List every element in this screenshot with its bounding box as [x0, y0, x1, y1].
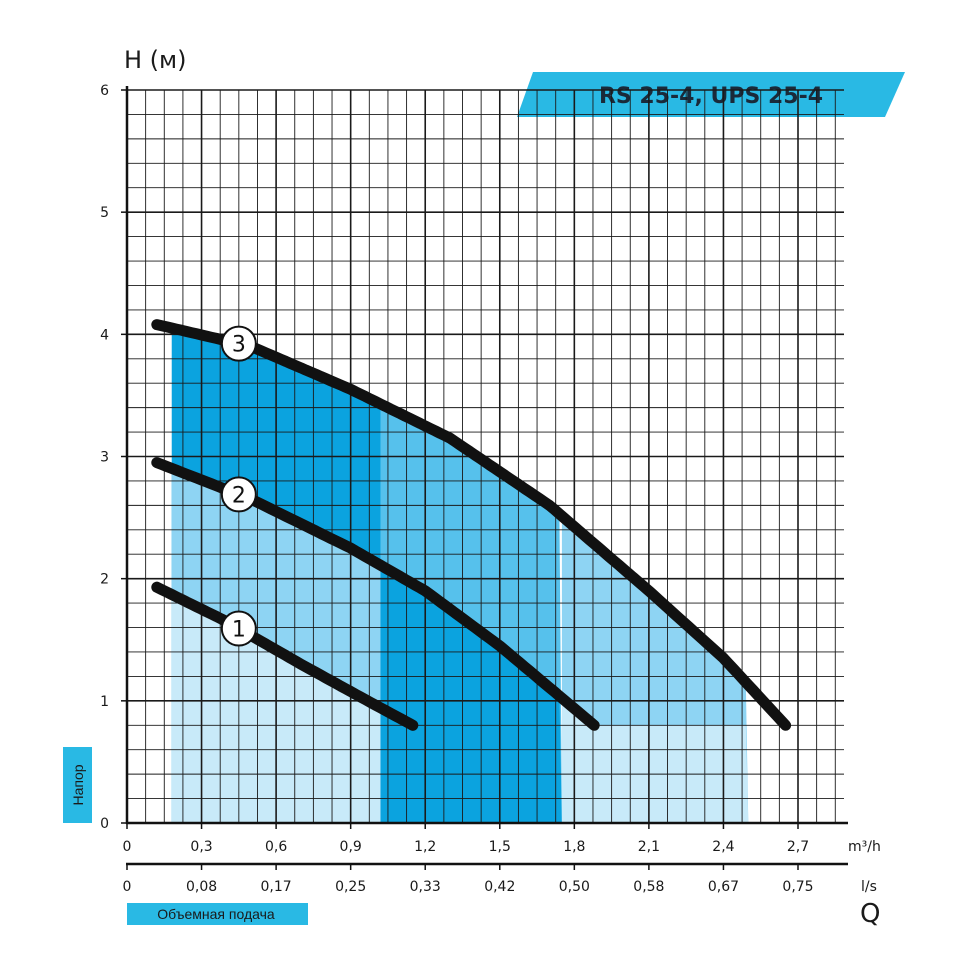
x2-tick-label: 0,58 — [633, 879, 664, 895]
x-tick-label: 0,9 — [340, 839, 362, 855]
x2-tick-labels: 0 0,08 0,17 0,25 0,33 0,42 0,50 0,58 0,67 0,75 — [123, 879, 814, 895]
y-side-badge: Напор — [63, 747, 92, 823]
curve-label-circle-2 — [220, 476, 257, 513]
x-tick-label: 2,4 — [712, 839, 734, 855]
y-side-label: Напор — [70, 764, 86, 805]
x2-tick-label: 0,17 — [261, 879, 292, 895]
y-tick-label: 1 — [100, 694, 109, 710]
curve-label-circle-1 — [220, 610, 257, 647]
x2-axis-unit: l/s — [861, 879, 877, 895]
y-tick-label: 3 — [100, 450, 109, 466]
fill-region-c2 — [561, 698, 749, 823]
y-axis-title: H (м) — [124, 46, 187, 74]
x-tick-label: 1,8 — [563, 839, 585, 855]
x-tick-label: 1,2 — [414, 839, 436, 855]
x-axis-title: Объемная подача — [157, 906, 275, 922]
x-tick-label: 1,5 — [489, 839, 511, 855]
x-tick-label: 2,1 — [638, 839, 660, 855]
x2-tick-label: 0,75 — [782, 879, 813, 895]
x-tick-label: 0 — [123, 839, 132, 855]
y-tick-label: 5 — [100, 205, 109, 221]
curve-fills — [171, 328, 749, 823]
q-axis-label: Q — [860, 899, 880, 929]
curve-3 — [151, 319, 792, 731]
curve-label-2: 2 — [232, 483, 246, 508]
x-tick-label: 0,3 — [190, 839, 212, 855]
y-tick-label: 2 — [100, 572, 109, 588]
title-banner: RS 25-4, UPS 25-4 — [517, 72, 905, 117]
y-tick-label: 0 — [100, 816, 109, 832]
x2-tick-label: 0,33 — [410, 879, 441, 895]
x2-tick-label: 0,67 — [708, 879, 739, 895]
curve-1 — [151, 581, 419, 731]
x2-tick-label: 0,25 — [335, 879, 366, 895]
x-tick-label: 2,7 — [787, 839, 809, 855]
y-tick-label: 4 — [100, 327, 109, 343]
x2-tick-label: 0,08 — [186, 879, 217, 895]
x2-tick-label: 0,50 — [559, 879, 590, 895]
curve-label-circle-3 — [220, 325, 257, 362]
x2-tick-label: 0 — [123, 879, 132, 895]
curve-label-1: 1 — [232, 618, 246, 643]
title-banner-shape — [517, 72, 905, 117]
y-tick-label: 6 — [100, 83, 109, 99]
curve-label-3: 3 — [232, 333, 246, 358]
x-title-badge: Объемная подача — [127, 903, 308, 925]
x2-tick-label: 0,42 — [484, 879, 515, 895]
x-tick-labels: 0 0,3 0,6 0,9 1,2 1,5 1,8 2,1 2,4 2,7 — [123, 839, 810, 855]
y-tick-labels: 0 1 2 3 4 5 6 — [100, 83, 109, 832]
x-tick-label: 0,6 — [265, 839, 287, 855]
axes — [121, 86, 848, 870]
curves: 1 2 3 — [151, 319, 792, 731]
chart-title: RS 25-4, UPS 25-4 — [599, 84, 823, 109]
x-axis-unit: m³/h — [848, 839, 881, 855]
